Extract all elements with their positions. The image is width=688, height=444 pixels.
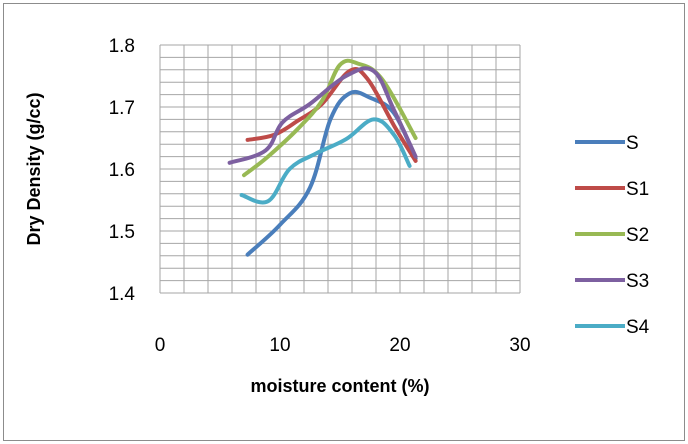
x-tick-label: 10 [269,335,290,356]
legend-label: S2 [626,225,649,246]
series-line-s4 [239,117,412,205]
legend-label: S4 [626,317,650,338]
y-tick-label: 1.7 [109,98,135,119]
x-tick-label: 0 [155,335,166,356]
tick-labels: 0 10 20 30 1.4 1.5 1.6 1.7 1.8 [109,36,531,356]
y-tick-label: 1.6 [109,160,135,181]
x-axis-title: moisture content (%) [250,376,429,396]
legend: S S1 S2 S3 S4 [575,133,650,338]
y-axis-title: Dry Density (g/cc) [24,92,44,245]
series-lines [227,58,418,257]
legend-label: S1 [626,179,649,200]
x-tick-label: 20 [389,335,410,356]
series-line-s3 [227,66,418,165]
y-tick-label: 1.4 [109,284,136,305]
y-tick-label: 1.8 [109,36,135,57]
series-line-s [245,89,418,257]
x-tick-label: 30 [509,335,530,356]
legend-label: S [626,133,639,154]
y-tick-label: 1.5 [109,222,135,243]
legend-label: S3 [626,271,649,292]
